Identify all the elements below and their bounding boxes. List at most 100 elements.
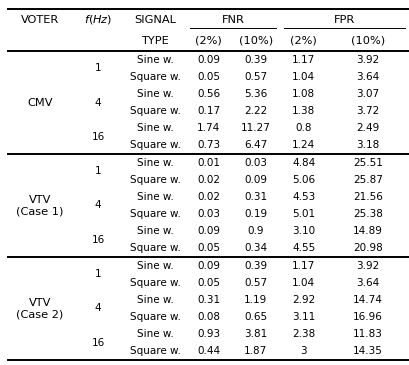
Text: 3.92: 3.92 [357, 261, 380, 270]
Text: 0.17: 0.17 [197, 106, 220, 116]
Text: Square w.: Square w. [130, 346, 181, 356]
Text: 3.10: 3.10 [292, 226, 315, 236]
Text: Square w.: Square w. [130, 243, 181, 253]
Text: 3.64: 3.64 [357, 72, 380, 82]
Text: 4.53: 4.53 [292, 192, 315, 202]
Text: Sine w.: Sine w. [137, 261, 174, 270]
Text: Square w.: Square w. [130, 72, 181, 82]
Text: Sine w.: Sine w. [137, 123, 174, 133]
Text: 3.11: 3.11 [292, 312, 315, 322]
Text: (10%): (10%) [351, 36, 385, 46]
Text: 1.87: 1.87 [244, 346, 267, 356]
Text: 0.01: 0.01 [197, 158, 220, 168]
Text: Sine w.: Sine w. [137, 89, 174, 99]
Text: 3.18: 3.18 [357, 141, 380, 150]
Text: 2.92: 2.92 [292, 295, 315, 305]
Text: 0.65: 0.65 [244, 312, 267, 322]
Text: Sine w.: Sine w. [137, 329, 174, 339]
Text: 0.93: 0.93 [197, 329, 220, 339]
Text: Square w.: Square w. [130, 312, 181, 322]
Text: 5.36: 5.36 [244, 89, 267, 99]
Text: 25.87: 25.87 [353, 175, 383, 185]
Text: 20.98: 20.98 [353, 243, 383, 253]
Text: 0.9: 0.9 [247, 226, 264, 236]
Text: 0.44: 0.44 [197, 346, 220, 356]
Text: 3.64: 3.64 [357, 278, 380, 288]
Text: 3: 3 [300, 346, 307, 356]
Text: 0.8: 0.8 [295, 123, 312, 133]
Text: 16: 16 [92, 132, 105, 142]
Text: 1: 1 [95, 166, 101, 176]
Text: 0.02: 0.02 [197, 175, 220, 185]
Text: Sine w.: Sine w. [137, 226, 174, 236]
Text: SIGNAL: SIGNAL [135, 15, 176, 24]
Text: 1: 1 [95, 63, 101, 73]
Text: FPR: FPR [334, 15, 355, 24]
Text: 16.96: 16.96 [353, 312, 383, 322]
Text: 0.39: 0.39 [244, 261, 267, 270]
Text: (2%): (2%) [290, 36, 317, 46]
Text: 0.08: 0.08 [197, 312, 220, 322]
Text: Square w.: Square w. [130, 141, 181, 150]
Text: 25.51: 25.51 [353, 158, 383, 168]
Text: TYPE: TYPE [142, 36, 169, 46]
Text: 0.56: 0.56 [197, 89, 220, 99]
Text: 14.89: 14.89 [353, 226, 383, 236]
Text: VTV
(Case 1): VTV (Case 1) [16, 195, 63, 216]
Text: 0.09: 0.09 [197, 55, 220, 65]
Text: 4: 4 [95, 303, 101, 314]
Text: 0.09: 0.09 [197, 226, 220, 236]
Text: 0.57: 0.57 [244, 72, 267, 82]
Text: 5.06: 5.06 [292, 175, 315, 185]
Text: Square w.: Square w. [130, 175, 181, 185]
Text: 1.17: 1.17 [292, 261, 315, 270]
Text: 4: 4 [95, 200, 101, 211]
Text: 0.05: 0.05 [197, 243, 220, 253]
Text: 25.38: 25.38 [353, 209, 383, 219]
Text: 0.09: 0.09 [244, 175, 267, 185]
Text: 1.74: 1.74 [197, 123, 220, 133]
Text: 0.57: 0.57 [244, 278, 267, 288]
Text: 14.35: 14.35 [353, 346, 383, 356]
Text: 1.19: 1.19 [244, 295, 267, 305]
Text: 3.81: 3.81 [244, 329, 267, 339]
Text: VTV
(Case 2): VTV (Case 2) [16, 297, 63, 319]
Text: 3.92: 3.92 [357, 55, 380, 65]
Text: Square w.: Square w. [130, 106, 181, 116]
Text: 4: 4 [95, 97, 101, 108]
Text: 14.74: 14.74 [353, 295, 383, 305]
Text: 21.56: 21.56 [353, 192, 383, 202]
Text: 0.05: 0.05 [197, 278, 220, 288]
Text: 0.03: 0.03 [244, 158, 267, 168]
Text: 0.31: 0.31 [244, 192, 267, 202]
Text: 0.03: 0.03 [197, 209, 220, 219]
Text: 5.01: 5.01 [292, 209, 315, 219]
Text: 6.47: 6.47 [244, 141, 267, 150]
Text: 16: 16 [92, 338, 105, 348]
Text: (2%): (2%) [195, 36, 222, 46]
Text: 1.17: 1.17 [292, 55, 315, 65]
Text: 0.34: 0.34 [244, 243, 267, 253]
Text: 2.22: 2.22 [244, 106, 267, 116]
Text: 4.84: 4.84 [292, 158, 315, 168]
Text: 0.09: 0.09 [197, 261, 220, 270]
Text: 1.08: 1.08 [292, 89, 315, 99]
Text: $f(Hz)$: $f(Hz)$ [84, 13, 112, 26]
Text: 11.83: 11.83 [353, 329, 383, 339]
Text: Sine w.: Sine w. [137, 192, 174, 202]
Text: Square w.: Square w. [130, 278, 181, 288]
Text: 2.49: 2.49 [357, 123, 380, 133]
Text: 1: 1 [95, 269, 101, 279]
Text: Sine w.: Sine w. [137, 55, 174, 65]
Text: 11.27: 11.27 [240, 123, 271, 133]
Text: Sine w.: Sine w. [137, 158, 174, 168]
Text: 0.02: 0.02 [197, 192, 220, 202]
Text: Square w.: Square w. [130, 209, 181, 219]
Text: Sine w.: Sine w. [137, 295, 174, 305]
Text: 2.38: 2.38 [292, 329, 315, 339]
Text: 1.38: 1.38 [292, 106, 315, 116]
Text: 1.04: 1.04 [292, 72, 315, 82]
Text: 1.24: 1.24 [292, 141, 315, 150]
Text: 16: 16 [92, 235, 105, 245]
Text: 3.07: 3.07 [357, 89, 380, 99]
